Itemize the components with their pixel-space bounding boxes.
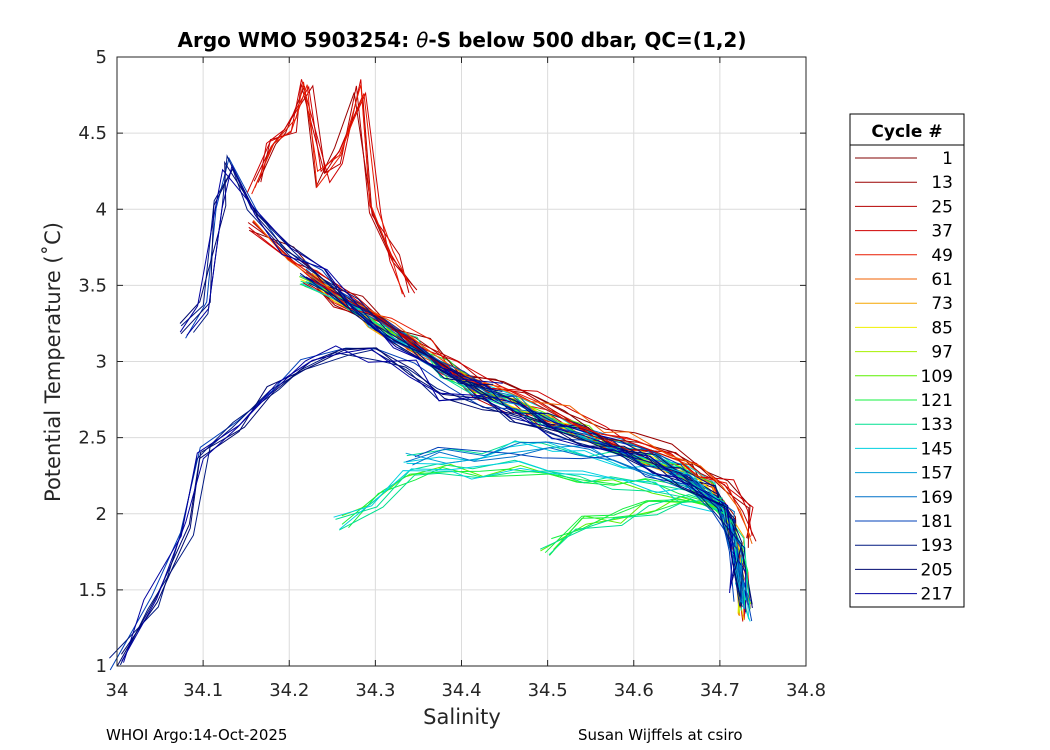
legend-label: 1 [942, 149, 953, 169]
legend-label: 181 [921, 512, 953, 532]
x-tick-label: 34.4 [441, 680, 481, 701]
legend-label: 85 [931, 318, 953, 338]
series-line-red-spike-high [251, 84, 403, 295]
series-line-green-low-branch [348, 466, 721, 529]
legend-label: 121 [921, 391, 953, 411]
chart-title: Argo WMO 5903254: θ-S below 500 dbar, QC… [178, 28, 747, 52]
legend-label: 97 [931, 343, 953, 363]
series-line-green-offshoot [548, 494, 722, 556]
legend-label: 13 [931, 173, 953, 193]
series-line-green-offshoot [544, 500, 726, 554]
series-line-deep-blue-rise [109, 347, 735, 671]
series-line-navy-top-left [186, 164, 497, 392]
series-line-green-low-branch [339, 460, 715, 530]
x-tick-label: 34.3 [355, 680, 395, 701]
y-tick-label: 2.5 [78, 428, 107, 449]
chart-title-theta: θ [416, 28, 428, 52]
legend-label: 133 [921, 415, 953, 435]
series-line-warm-red-upper [249, 230, 753, 536]
legend: Cycle # 1 13 25 37 49 61 73 85 97 109 121 133 145 157… [849, 113, 965, 608]
series-line-deep-blue-rise [123, 347, 733, 663]
series-line-red-spike-high [254, 81, 411, 287]
x-tick-label: 34.6 [614, 680, 654, 701]
legend-label: 157 [921, 464, 953, 484]
y-tick-label: 1 [96, 656, 107, 677]
series-line-green-low-branch [333, 467, 719, 518]
axis-ticks: 34 34.1 34.2 34.3 34.4 34.5 34.6 34.7 34.811.522… [78, 47, 826, 701]
legend-label: 217 [921, 585, 953, 605]
x-tick-label: 34.7 [700, 680, 740, 701]
x-tick-label: 34.2 [269, 680, 309, 701]
y-tick-label: 3.5 [78, 275, 107, 296]
chart-title-suffix: -S below 500 dbar, QC=(1,2) [428, 28, 746, 52]
series-line-deep-blue-rise [109, 352, 741, 659]
y-tick-label: 2 [96, 504, 107, 525]
footer-right: Susan Wijffels at csiro [578, 726, 743, 744]
legend-label: 193 [921, 536, 953, 556]
legend-label: 145 [921, 439, 953, 459]
y-tick-label: 5 [96, 47, 107, 68]
x-tick-label: 34.1 [183, 680, 223, 701]
legend-title: Cycle # [871, 122, 942, 142]
legend-label: 109 [921, 367, 953, 387]
data-series [109, 79, 757, 671]
y-axis-label: Potential Temperature (˚C) [41, 222, 65, 502]
y-tick-label: 3 [96, 352, 107, 373]
legend-label: 37 [931, 222, 953, 242]
x-tick-label: 34.5 [528, 680, 568, 701]
footer-left: WHOI Argo:14-Oct-2025 [106, 726, 287, 744]
x-axis-label: Salinity [423, 705, 501, 729]
legend-label: 49 [931, 246, 953, 266]
chart-title-prefix: Argo WMO 5903254: [178, 28, 417, 52]
x-tick-label: 34 [106, 680, 129, 701]
series-line-warm-red-upper [252, 220, 752, 538]
legend-label: 205 [921, 560, 953, 580]
series-line-green-offshoot [539, 497, 723, 550]
x-tick-label: 34.8 [786, 680, 826, 701]
y-tick-label: 1.5 [78, 580, 107, 601]
legend-label: 61 [931, 270, 953, 290]
y-tick-label: 4 [96, 199, 107, 220]
series-line-deep-blue-rise [120, 347, 743, 655]
legend-box [849, 113, 965, 608]
legend-label: 25 [931, 197, 953, 217]
series-line-navy-top-left [180, 167, 503, 392]
series-line-navy-top-left [179, 168, 503, 384]
legend-label: 73 [931, 294, 953, 314]
legend-label: 169 [921, 488, 953, 508]
y-tick-label: 4.5 [78, 123, 107, 144]
series-line-green-offshoot [549, 498, 727, 556]
series-line-cyan-band [414, 446, 743, 602]
